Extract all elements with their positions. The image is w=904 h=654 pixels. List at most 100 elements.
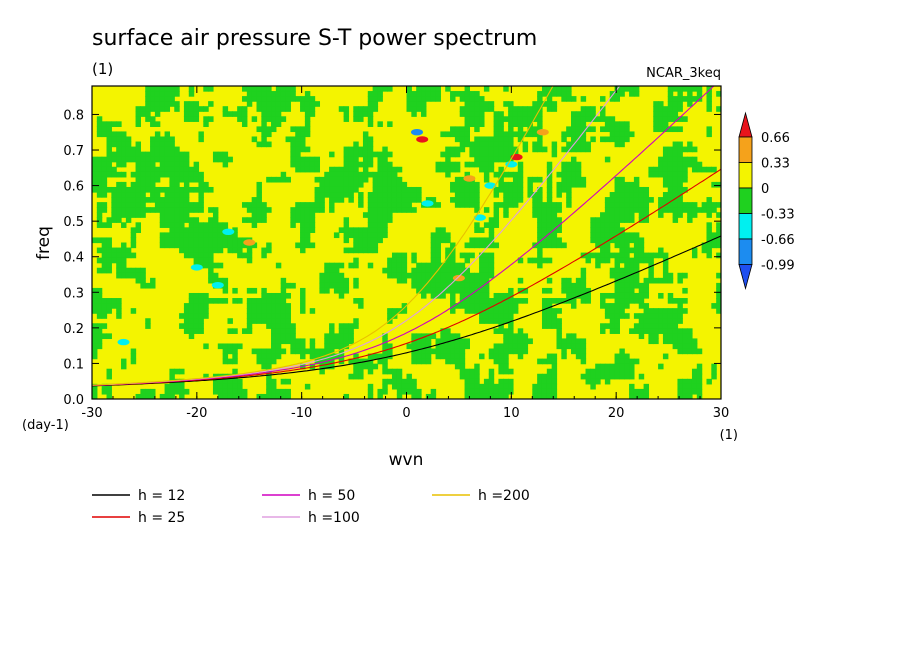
field-cell-negative [295,96,301,102]
field-cell-negative [183,171,190,178]
field-cell-negative [454,146,461,153]
field-cell-negative [503,368,509,375]
field-cell-negative [377,393,383,399]
field-cell-negative [324,333,330,340]
field-cell-negative [106,242,112,249]
field-cell-negative [169,242,175,249]
field-cell-negative [672,126,679,133]
field-cell-negative [377,176,383,183]
field-cell-negative [527,186,533,193]
field-cell-negative [716,202,721,208]
field-cell-negative [600,368,606,375]
field-cell-negative [285,303,291,309]
field-cell-negative [125,202,132,208]
field-cell-negative [508,181,514,188]
field-cell-negative [498,318,504,324]
field-cell-negative [687,86,693,92]
field-cell-negative [343,277,350,284]
field-cell-negative [527,116,533,122]
field-cell-negative [667,328,674,334]
field-cell-negative [285,136,291,143]
field-cell-negative [203,242,209,249]
field-cell-negative [716,91,721,97]
field-cell-negative [488,303,495,309]
field-cell-negative [435,272,441,279]
field-cell-negative [580,176,587,183]
field-cell-negative [169,136,175,143]
field-cell-negative [459,181,466,188]
field-cell-negative [271,378,277,385]
field-cell-negative [503,328,509,334]
field-cell-negative [440,343,446,350]
field-cell-negative [121,262,127,269]
field-cell-negative [653,252,659,259]
field-cell-negative [643,313,650,319]
field-cell-negative [179,176,185,183]
field-cell-negative [629,368,635,375]
field-cell-negative [488,146,495,153]
field-cell-negative [271,358,277,365]
field-cell-negative [483,166,490,173]
field-cell-negative [179,192,185,198]
field-cell-negative [367,106,374,112]
field-cell-negative [474,91,480,97]
field-cell-negative [338,181,345,188]
field-cell-negative [251,308,258,314]
field-cell-negative [416,333,422,340]
field-cell-negative [391,181,398,188]
field-cell-negative [217,393,224,399]
field-cell-negative [309,207,316,213]
field-cell-negative [425,287,432,294]
field-cell-negative [150,207,156,213]
field-cell-negative [503,171,509,178]
field-cell-negative [619,252,625,259]
field-cell-negative [479,262,485,269]
field-cell-negative [450,267,456,274]
field-cell-negative [179,242,185,249]
field-cell-negative [358,197,364,203]
field-cell-negative [353,156,359,163]
field-cell-negative [479,141,485,148]
field-cell-negative [488,373,495,380]
field-cell-negative [179,151,185,158]
field-cell-negative [672,338,679,345]
field-cell-negative [92,176,98,183]
field-cell-negative [179,161,185,168]
field-cell-negative [309,308,316,314]
field-cell-negative [280,171,287,178]
field-cell-negative [140,212,146,218]
field-cell-negative [208,262,214,269]
field-cell-negative [169,197,175,203]
field-cell-negative [101,388,108,395]
field-cell-negative [440,282,446,289]
field-cell-negative [580,298,587,304]
field-cell-negative [633,388,640,395]
field-cell-negative [106,166,112,173]
field-cell-negative [527,257,533,264]
field-cell-negative [188,242,195,249]
field-cell-negative [648,166,654,173]
field-cell-negative [614,121,620,127]
field-cell-negative [198,186,204,193]
field-cell-negative [479,383,485,390]
field-cell-negative [672,156,679,163]
field-cell-negative [532,176,538,183]
field-cell-negative [498,202,504,208]
field-cell-negative [416,287,422,294]
field-cell-negative [280,116,287,122]
field-cell-negative [450,343,456,350]
field-cell-negative [696,91,703,97]
colorbar-extend-top [738,111,753,138]
field-cell-negative [232,111,238,117]
field-cell-negative [179,232,185,239]
field-cell-negative [367,242,374,249]
field-cell-negative [658,202,664,208]
field-cell-negative [716,298,721,304]
field-cell-negative [479,106,485,112]
field-cell-negative [280,323,287,329]
field-cell-negative [556,192,562,198]
field-cell-negative [503,136,509,143]
field-cell-negative [421,96,427,102]
field-cell-negative [440,333,446,340]
field-cell-negative [508,197,514,203]
